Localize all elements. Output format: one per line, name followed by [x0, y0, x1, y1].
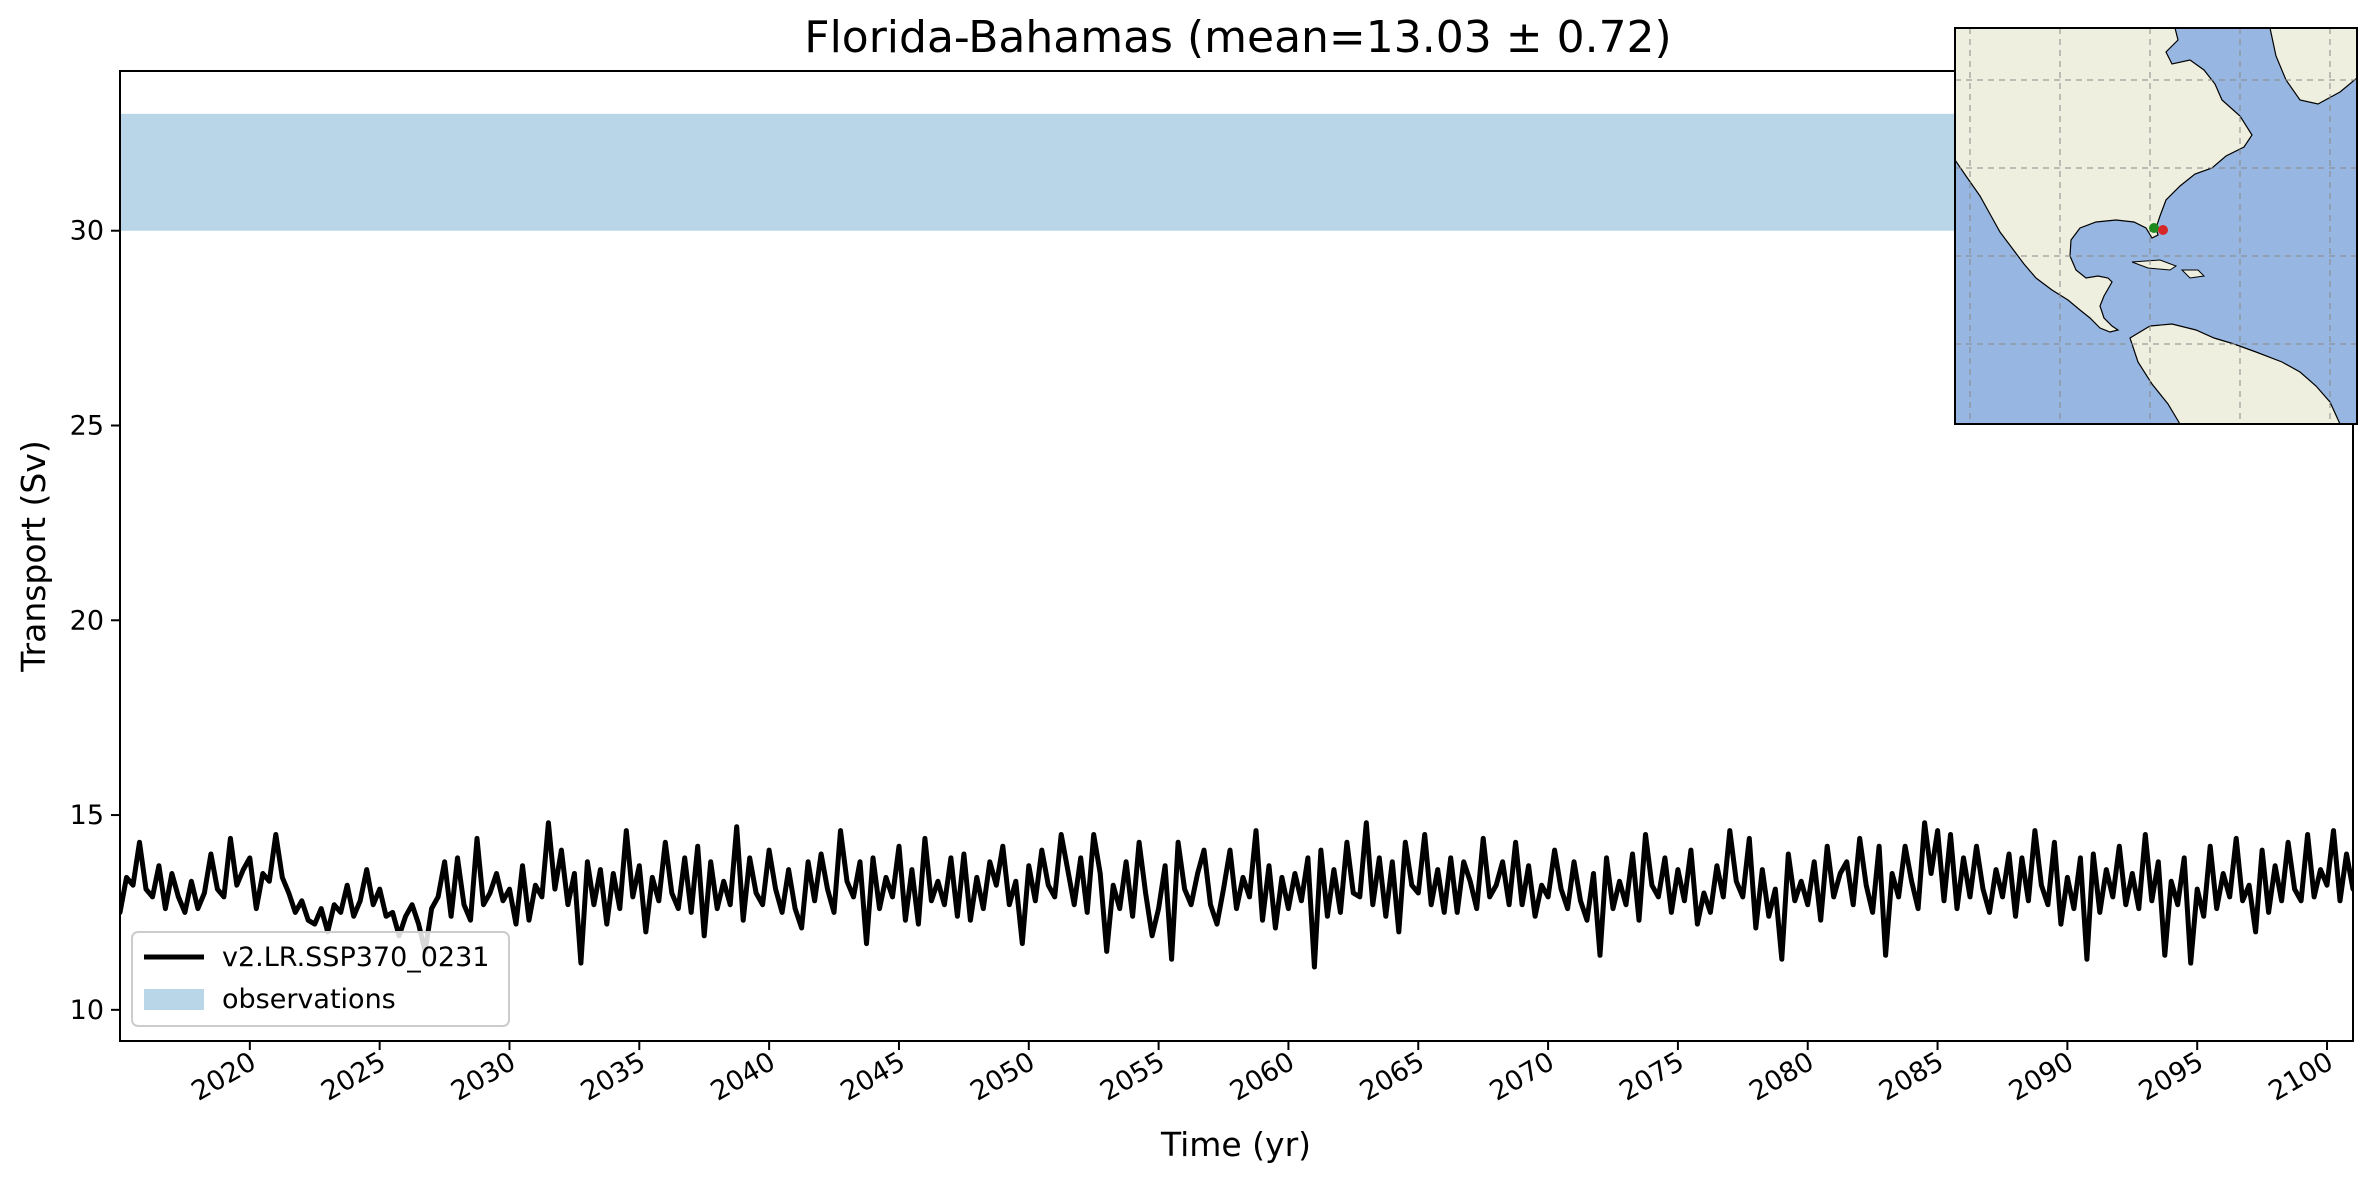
south-america-landmass [2129, 323, 2341, 424]
y-tick-label: 20 [70, 605, 104, 636]
x-tick-label: 2085 [1874, 1046, 1949, 1107]
y-tick-label: 15 [70, 800, 104, 831]
x-tick-label: 2075 [1614, 1046, 1689, 1107]
x-tick-label: 2045 [835, 1046, 910, 1107]
x-tick-label: 2020 [186, 1046, 261, 1107]
plot-frame [119, 70, 2354, 1042]
x-tick-label: 2040 [706, 1046, 781, 1107]
section-end-marker [2158, 225, 2168, 235]
legend-frame [131, 931, 510, 1027]
legend-label-observations: observations [222, 984, 396, 1015]
x-tick-label: 2050 [965, 1046, 1040, 1107]
series-line-model [120, 820, 2353, 970]
x-tick-label: 2025 [316, 1046, 391, 1107]
x-tick-label: 2055 [1095, 1046, 1170, 1107]
chart-title: Florida-Bahamas (mean=13.03 ± 0.72) [804, 12, 1671, 63]
x-tick-label: 2080 [1744, 1046, 1819, 1107]
greenland-landmass [2269, 28, 2357, 105]
inset-map-frame [1954, 27, 2358, 425]
legend: v2.LR.SSP370_0231 observations [131, 931, 510, 1027]
x-tick-label: 2100 [2264, 1046, 2339, 1107]
y-tick-label: 10 [70, 995, 104, 1026]
legend-band-swatch [144, 989, 204, 1010]
inset-map-land [1955, 28, 2357, 424]
caribbean-island-hispaniola [2180, 269, 2206, 279]
x-axis-ticks: 2020 2025 2030 2035 2040 2045 2050 2055 2060 2065… [186, 1041, 2339, 1107]
y-tick-label: 30 [70, 216, 104, 247]
inset-map [1954, 27, 2358, 425]
x-tick-label: 2035 [576, 1046, 651, 1107]
x-tick-label: 2070 [1485, 1046, 1560, 1107]
x-tick-label: 2060 [1225, 1046, 1300, 1107]
x-axis-label: Time (yr) [1160, 1125, 1311, 1164]
caribbean-island-cuba [2131, 259, 2178, 271]
x-tick-label: 2065 [1355, 1046, 1430, 1107]
x-tick-label: 2090 [2004, 1046, 2079, 1107]
series-line-layer [120, 820, 2353, 970]
y-axis-label: Transport (Sv) [14, 440, 53, 673]
section-start-marker [2149, 223, 2159, 233]
y-tick-label: 25 [70, 410, 104, 441]
x-tick-label: 2030 [446, 1046, 521, 1107]
legend-label-model: v2.LR.SSP370_0231 [222, 942, 489, 973]
north-america-landmass [1955, 28, 2253, 333]
y-axis-ticks: 10 15 20 25 30 [70, 216, 120, 1026]
x-tick-label: 2095 [2134, 1046, 2209, 1107]
